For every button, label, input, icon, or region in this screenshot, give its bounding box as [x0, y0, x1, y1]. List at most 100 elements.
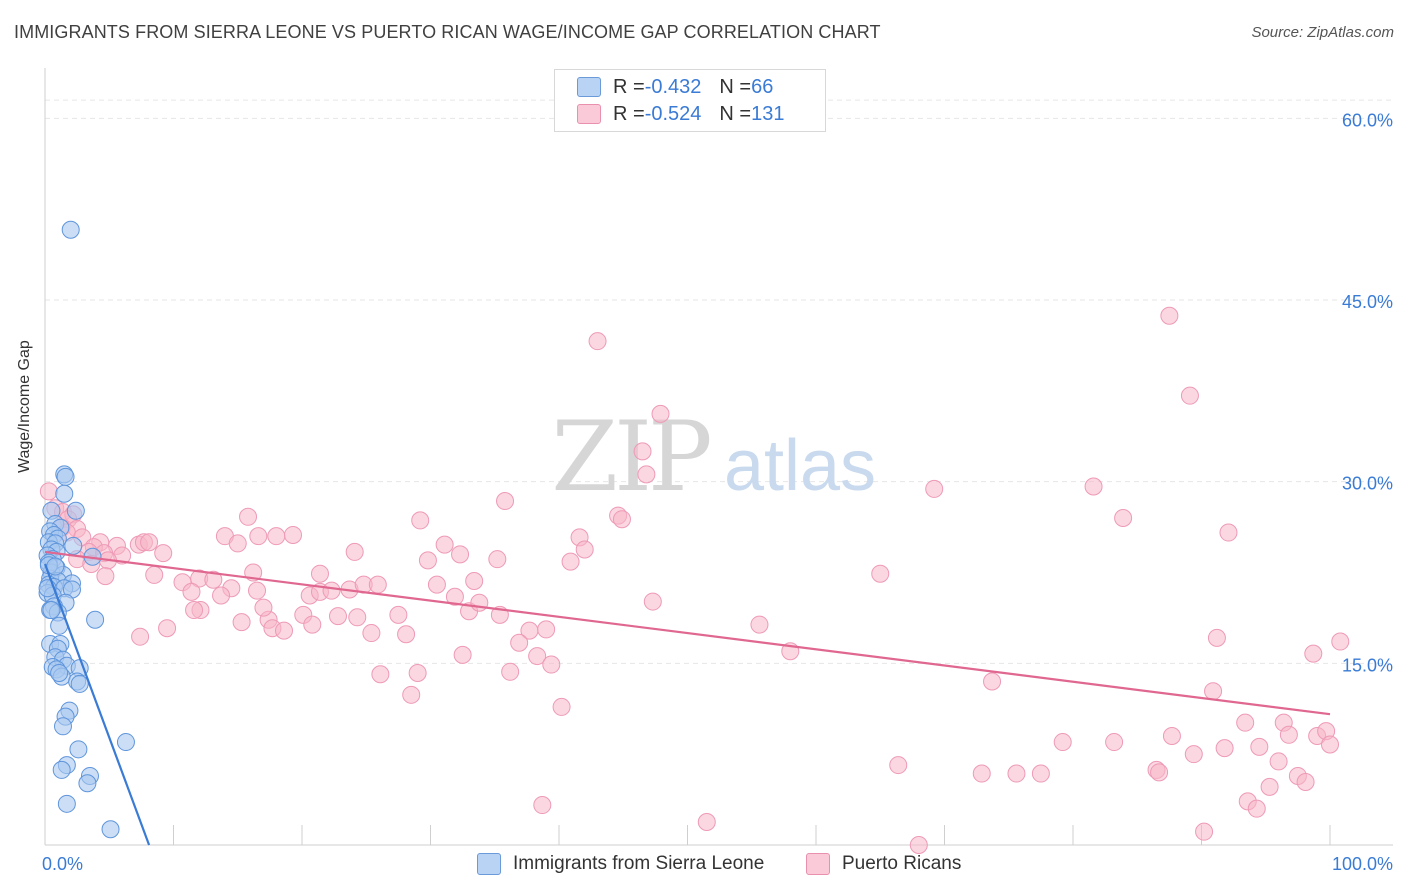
data-point [750, 615, 769, 634]
data-point [871, 564, 890, 583]
data-point [1279, 725, 1298, 744]
data-point [267, 527, 286, 546]
data-point [145, 565, 164, 584]
stats-legend: R = -0.432 N = 66 R = -0.524 N = 131 [554, 69, 826, 132]
legend-swatch-pink [577, 104, 601, 124]
watermark-atlas: atlas [724, 426, 876, 506]
trend-lines [43, 550, 1331, 846]
axes [44, 68, 1393, 846]
data-point [310, 564, 329, 583]
data-point [70, 674, 89, 693]
data-point [50, 664, 69, 683]
data-point [389, 605, 408, 624]
data-point [228, 534, 247, 553]
data-point [1260, 777, 1279, 796]
data-point [42, 601, 61, 620]
data-point [1247, 799, 1266, 818]
trend-line-puerto-ricans [44, 550, 1331, 716]
legend-n-label: N = [719, 102, 752, 125]
y-tick-label: 15.0% [1342, 655, 1393, 675]
x-tick-label-left: 0.0% [42, 854, 83, 874]
data-point [69, 740, 88, 759]
data-point [56, 467, 75, 486]
data-point [537, 620, 556, 639]
data-point [64, 536, 83, 555]
data-point [116, 733, 135, 752]
bottom-legend-label: Puerto Ricans [842, 853, 962, 874]
data-point [909, 836, 928, 854]
data-point [637, 465, 656, 484]
y-axis-label: Wage/Income Gap [16, 340, 33, 473]
data-point [53, 717, 72, 736]
bottom-legend-swatch-pink [806, 853, 830, 875]
legend-r-label: R = [613, 102, 645, 125]
data-point [1105, 733, 1124, 752]
data-point [402, 685, 421, 704]
data-point [643, 592, 662, 611]
data-point [303, 615, 322, 634]
y-tick-label: 45.0% [1342, 292, 1393, 312]
data-point [254, 598, 273, 617]
data-point [284, 525, 303, 544]
data-point [435, 535, 454, 554]
data-point [154, 544, 173, 563]
data-point [561, 552, 580, 571]
data-point [39, 482, 58, 501]
legend-swatch-blue [577, 77, 601, 97]
data-point [542, 655, 561, 674]
data-point [249, 527, 268, 546]
data-point [445, 587, 464, 606]
data-point [158, 619, 177, 638]
data-point [57, 794, 76, 813]
data-point [889, 756, 908, 775]
data-point [697, 812, 716, 831]
data-point [451, 545, 470, 564]
bottom-legend-label: Immigrants from Sierra Leone [513, 853, 765, 874]
data-point [1296, 773, 1315, 792]
data-point [1150, 763, 1169, 782]
data-point [182, 582, 201, 601]
data-point [1219, 523, 1238, 542]
series-puerto-ricans [39, 306, 1350, 854]
data-point [61, 220, 80, 239]
data-point [322, 581, 341, 600]
data-point [204, 570, 223, 589]
data-point [1053, 733, 1072, 752]
chart-title: IMMIGRANTS FROM SIERRA LEONE VS PUERTO R… [14, 22, 881, 42]
y-tick-label: 30.0% [1342, 474, 1393, 494]
data-point [1215, 739, 1234, 758]
data-point [1195, 822, 1214, 841]
data-point [397, 625, 416, 644]
data-point [1031, 764, 1050, 783]
data-point [1321, 735, 1339, 754]
data-point [488, 550, 507, 569]
data-point [248, 581, 267, 600]
data-point [1084, 477, 1103, 496]
data-point [408, 664, 427, 683]
data-point [1207, 628, 1226, 647]
data-point [588, 332, 607, 351]
data-point [1184, 745, 1203, 764]
data-point [101, 820, 120, 839]
legend-n-label: N = [719, 75, 752, 98]
data-point [345, 542, 364, 561]
data-point [575, 540, 594, 559]
watermark-zip: ZIP [551, 401, 710, 513]
data-point [496, 492, 515, 511]
bottom-legend-swatch-blue [477, 853, 501, 875]
data-point [185, 601, 204, 620]
data-point [371, 665, 390, 684]
data-point [46, 557, 65, 576]
data-point [510, 633, 529, 652]
series-sierra-leone [38, 220, 135, 839]
data-point [328, 607, 347, 626]
trend-line-sierra-leone [43, 563, 151, 846]
data-point [983, 672, 1002, 691]
legend-r-label: R = [613, 75, 645, 98]
data-point [368, 575, 387, 594]
data-point [1007, 764, 1026, 783]
data-point [1204, 682, 1223, 701]
data-point [501, 662, 520, 681]
data-point [1114, 509, 1133, 527]
